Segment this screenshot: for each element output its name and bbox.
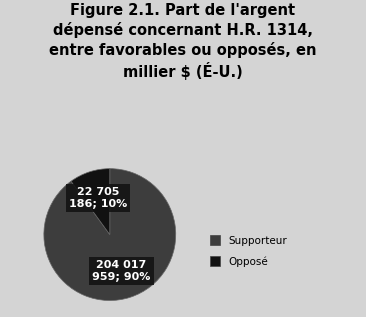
Wedge shape (71, 169, 110, 235)
Text: 204 017
959; 90%: 204 017 959; 90% (93, 260, 151, 282)
Legend: Supporteur, Opposé: Supporteur, Opposé (206, 231, 291, 271)
Wedge shape (44, 169, 176, 301)
Text: 22 705
186; 10%: 22 705 186; 10% (69, 187, 127, 209)
Text: Figure 2.1. Part de l'argent
dépensé concernant H.R. 1314,
entre favorables ou o: Figure 2.1. Part de l'argent dépensé con… (49, 3, 317, 81)
